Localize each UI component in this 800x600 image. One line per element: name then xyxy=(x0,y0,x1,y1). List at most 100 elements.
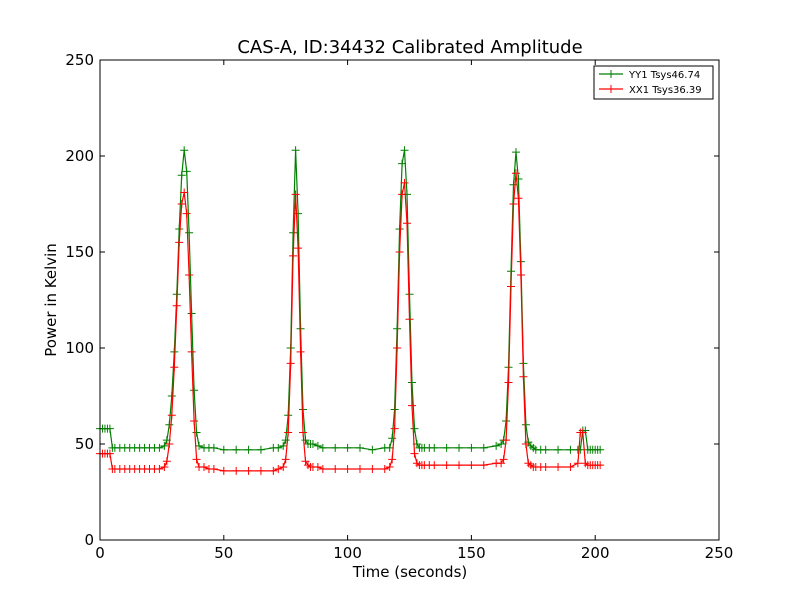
data-point-marker xyxy=(187,309,196,318)
data-point-marker xyxy=(430,461,439,470)
data-point-marker xyxy=(180,146,189,155)
data-point-marker xyxy=(578,428,587,437)
x-tick-label: 0 xyxy=(95,544,105,562)
y-tick-label: 150 xyxy=(65,243,94,261)
data-point-marker xyxy=(192,455,201,464)
data-point-marker xyxy=(576,445,585,454)
data-point-marker xyxy=(504,378,513,387)
y-axis-label: Power in Kelvin xyxy=(42,243,60,357)
data-point-marker xyxy=(289,251,298,260)
data-point-marker xyxy=(209,443,218,452)
data-point-marker xyxy=(400,146,409,155)
data-point-marker xyxy=(398,159,407,168)
data-point-marker xyxy=(289,228,298,237)
data-point-marker xyxy=(170,363,179,372)
data-point-marker xyxy=(388,455,397,464)
data-point-marker xyxy=(284,428,293,437)
data-point-marker xyxy=(269,466,278,475)
data-point-marker xyxy=(299,428,308,437)
data-point-marker xyxy=(566,463,575,472)
data-point-marker xyxy=(291,190,300,199)
data-point-marker xyxy=(502,436,511,445)
data-point-marker xyxy=(355,443,364,452)
data-point-marker xyxy=(199,463,208,472)
data-point-marker xyxy=(502,416,511,425)
data-point-marker xyxy=(410,424,419,433)
data-point-marker xyxy=(279,441,288,450)
data-point-marker xyxy=(554,463,563,472)
data-point-marker xyxy=(318,464,327,473)
data-point-marker xyxy=(343,443,352,452)
y-tick-label: 250 xyxy=(65,51,94,69)
data-point-marker xyxy=(467,461,476,470)
data-point-marker xyxy=(232,466,241,475)
x-tick-label: 50 xyxy=(214,544,233,562)
legend-label: YY1 Tsys46.74 xyxy=(628,70,700,81)
x-tick-label: 150 xyxy=(457,544,486,562)
data-point-marker xyxy=(291,146,300,155)
data-point-marker xyxy=(393,344,402,352)
data-point-marker xyxy=(596,461,605,470)
data-point-marker xyxy=(182,209,191,218)
data-point-marker xyxy=(403,219,412,228)
data-point-marker xyxy=(313,463,322,472)
data-point-marker xyxy=(209,464,218,473)
data-point-marker xyxy=(105,449,114,458)
data-point-marker xyxy=(167,392,176,400)
legend-marker xyxy=(607,70,615,78)
data-point-marker xyxy=(385,443,394,452)
data-point-marker xyxy=(541,463,550,472)
data-point-marker xyxy=(467,443,476,452)
data-point-marker xyxy=(479,443,488,452)
x-axis-label: Time (seconds) xyxy=(352,563,468,581)
data-point-marker xyxy=(165,440,174,448)
data-point-marker xyxy=(175,238,184,247)
data-point-marker xyxy=(172,301,181,310)
data-point-marker xyxy=(430,443,439,452)
data-point-marker xyxy=(566,445,575,454)
data-point-marker xyxy=(343,464,352,473)
data-point-marker xyxy=(479,461,488,470)
data-point-marker xyxy=(368,445,377,454)
data-point-marker xyxy=(294,244,303,253)
y-tick-label: 0 xyxy=(84,531,94,549)
data-point-marker xyxy=(492,441,501,450)
data-point-marker xyxy=(219,445,228,454)
data-point-marker xyxy=(232,445,241,454)
data-point-marker xyxy=(398,190,407,199)
data-point-marker xyxy=(331,464,340,473)
data-point-marker xyxy=(167,411,176,420)
data-point-marker xyxy=(313,441,322,450)
y-tick-label: 100 xyxy=(65,339,94,357)
data-point-marker xyxy=(455,461,464,470)
data-point-marker xyxy=(368,464,377,473)
x-tick-label: 250 xyxy=(705,544,734,562)
data-point-marker xyxy=(244,445,253,454)
data-point-marker xyxy=(177,171,186,180)
data-point-marker xyxy=(507,282,516,291)
x-tick-label: 200 xyxy=(581,544,610,562)
legend: YY1 Tsys46.74 XX1 Tsys36.39 xyxy=(593,65,714,100)
data-point-marker xyxy=(514,194,523,203)
data-point-marker xyxy=(380,464,389,473)
data-point-marker xyxy=(190,416,199,425)
data-point-marker xyxy=(511,148,520,157)
data-point-marker xyxy=(281,455,290,464)
data-point-marker xyxy=(274,464,283,473)
data-point-marker xyxy=(256,466,265,475)
data-point-marker xyxy=(274,443,283,452)
data-point-marker xyxy=(499,455,508,464)
data-point-marker xyxy=(308,440,317,448)
data-point-marker xyxy=(180,188,189,197)
legend-label: XX1 Tsys36.39 xyxy=(629,85,702,96)
data-point-marker xyxy=(318,443,327,452)
data-point-marker xyxy=(185,228,194,237)
data-point-marker xyxy=(405,315,414,324)
data-point-marker xyxy=(165,420,174,429)
data-point-marker xyxy=(521,440,530,448)
data-point-marker xyxy=(190,386,199,395)
data-point-marker xyxy=(160,463,169,472)
legend-box xyxy=(593,65,714,100)
data-point-marker xyxy=(455,443,464,452)
